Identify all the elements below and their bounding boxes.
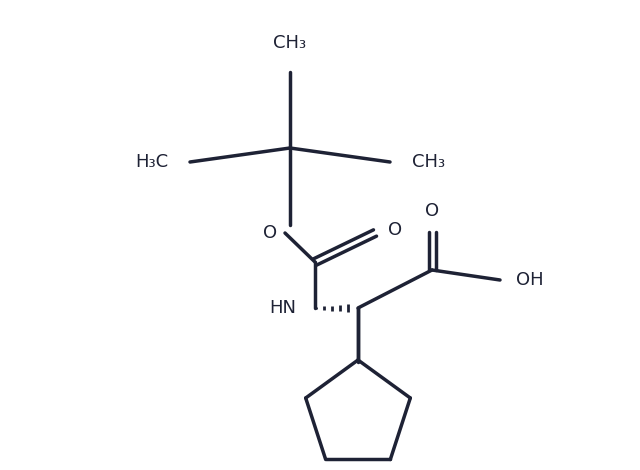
Text: CH₃: CH₃ [412, 153, 445, 171]
Text: CH₃: CH₃ [273, 34, 307, 52]
Text: O: O [388, 221, 402, 239]
Text: HN: HN [269, 299, 296, 317]
Text: O: O [425, 202, 439, 220]
Text: O: O [263, 224, 277, 242]
Text: OH: OH [516, 271, 543, 289]
Text: H₃C: H₃C [135, 153, 168, 171]
